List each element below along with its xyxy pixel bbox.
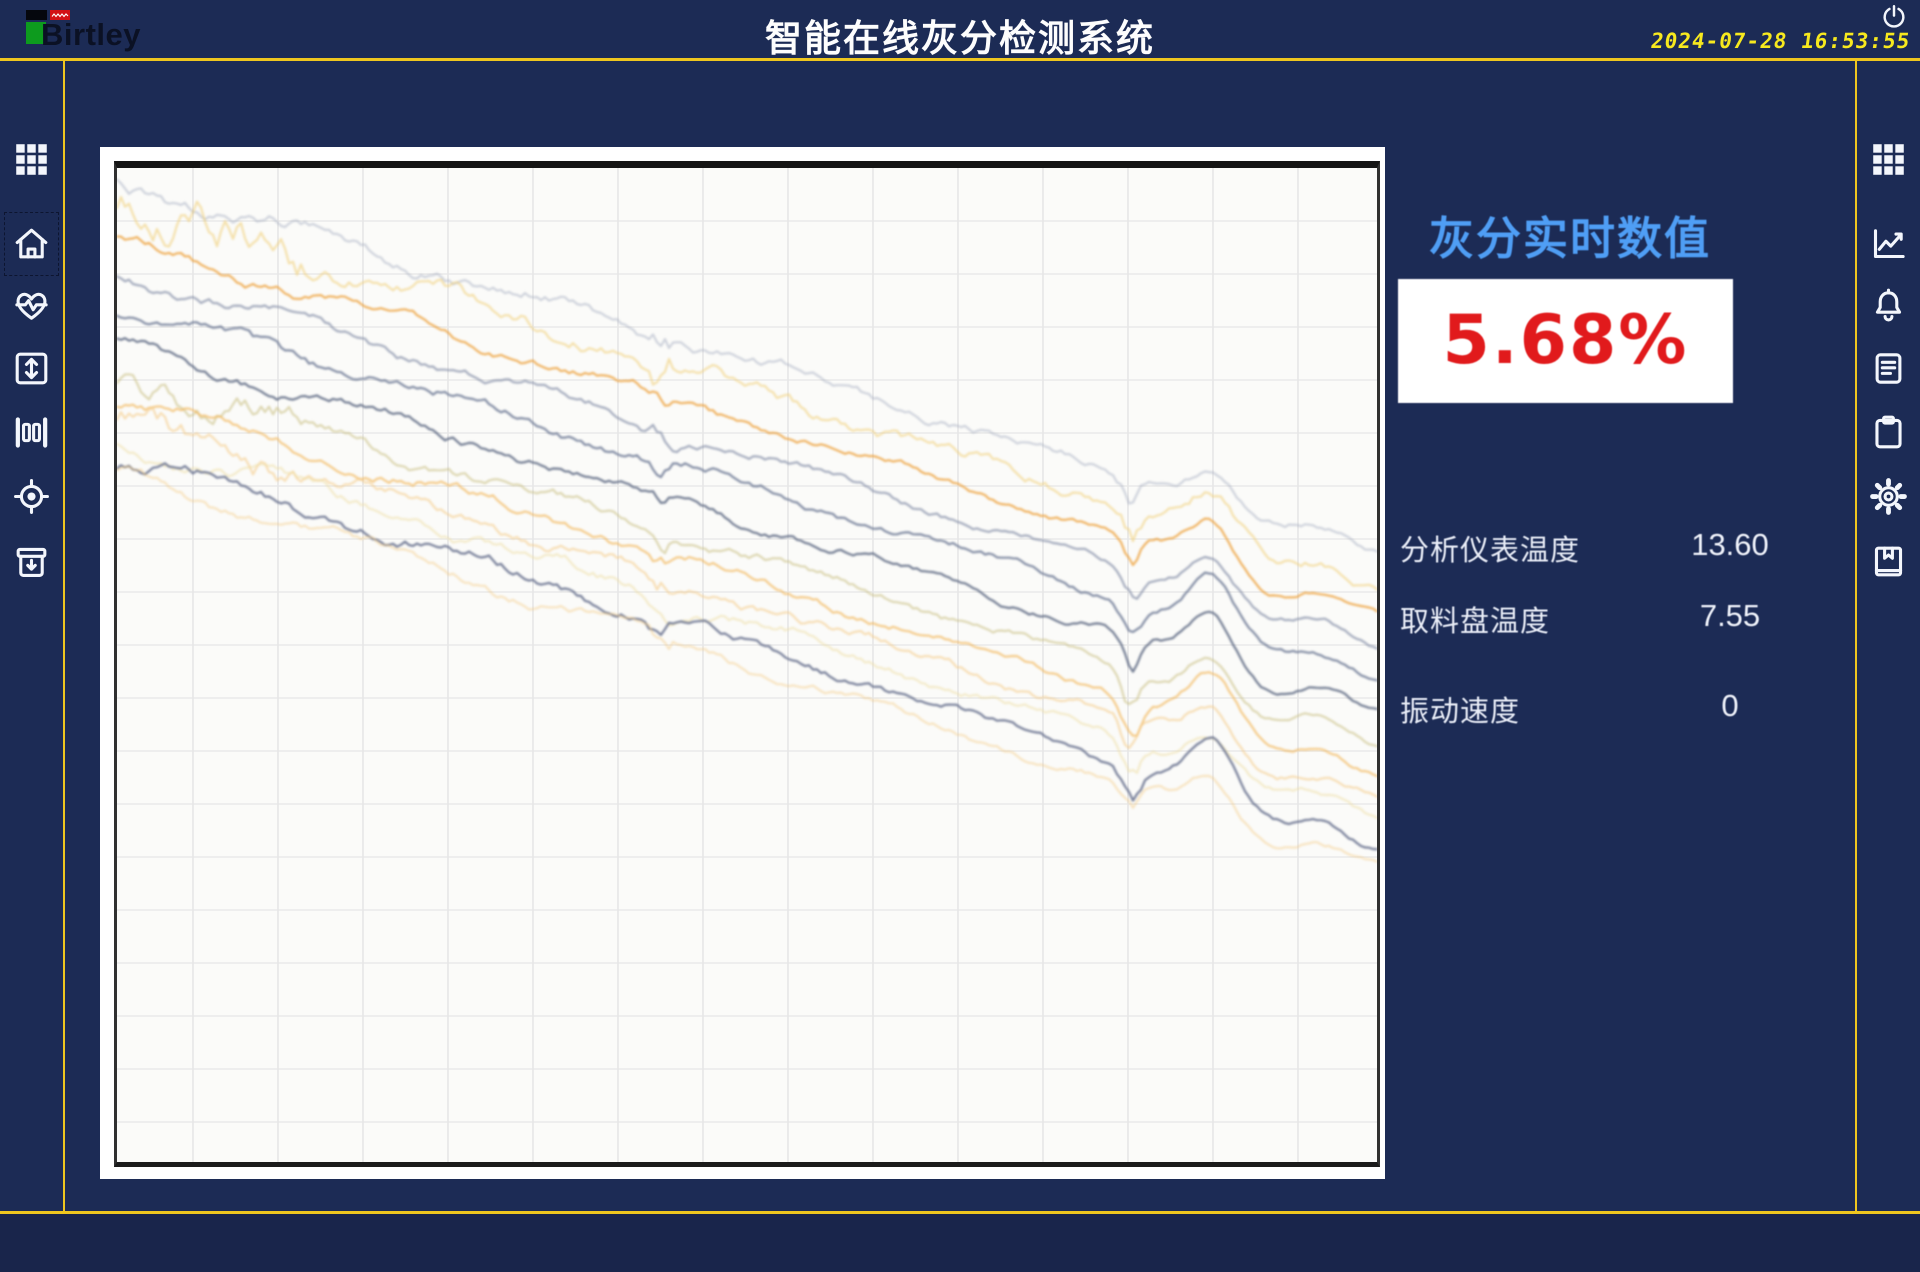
sidebar-item-archive[interactable] [12, 542, 51, 581]
header: Birtley 智能在线灰分检测系统 2024-07-28 16:53:55 [0, 0, 1920, 61]
vertical-resize-icon [12, 349, 51, 388]
ash-trend-svg [117, 168, 1377, 1162]
target-icon [12, 477, 51, 516]
reading-value: 0 [1721, 688, 1739, 723]
datetime: 2024-07-28 16:53:55 [1649, 29, 1912, 53]
ash-trend-plot [114, 161, 1380, 1167]
sidebar-item-trend[interactable] [1869, 224, 1908, 263]
reading-value: 7.55 [1699, 598, 1761, 633]
logo-black-square [26, 10, 47, 20]
sidebar-item-report[interactable] [1869, 349, 1908, 388]
right-sidebar [1855, 58, 1920, 1211]
document-icon [1869, 349, 1908, 388]
sidebar-item-apps[interactable] [1869, 140, 1908, 179]
sidebar-item-apps[interactable] [12, 140, 51, 179]
reading-value: 13.60 [1691, 527, 1769, 562]
logo-signal-icon [51, 13, 69, 18]
grid-icon [12, 140, 51, 179]
grid-icon [1869, 140, 1908, 179]
left-sidebar [0, 58, 65, 1211]
gear-icon [1869, 477, 1908, 516]
logo-red-square [50, 10, 70, 20]
power-button[interactable] [1880, 3, 1908, 31]
sidebar-item-alarm[interactable] [1869, 286, 1908, 325]
book-icon [1869, 542, 1908, 581]
logo-green-square [26, 22, 46, 44]
sidebar-item-calibrate[interactable] [12, 477, 51, 516]
reading-row: 取料盘温度 7.55 [1400, 598, 1845, 640]
line-chart-icon [1869, 224, 1908, 263]
bottom-bar [0, 1211, 1920, 1272]
ash-value: 5.68% [1442, 301, 1689, 380]
clipboard-icon [1869, 413, 1908, 452]
realtime-readout-panel: 灰分实时数值 5.68% 分析仪表温度 13.60 取料盘温度 7.55 振动速度 0 [1385, 61, 1857, 1211]
ash-value-box: 5.68% [1398, 279, 1733, 403]
ash-trend-chart-panel [100, 147, 1385, 1179]
sidebar-item-columns[interactable] [12, 413, 51, 452]
logo-text: Birtley [41, 17, 141, 52]
archive-box-icon [12, 542, 51, 581]
home-icon [12, 224, 51, 263]
columns-icon [12, 413, 51, 452]
sidebar-item-home[interactable] [4, 212, 59, 276]
readout-title: 灰分实时数值 [1428, 213, 1711, 264]
heart-pulse-icon [12, 286, 51, 325]
sidebar-item-settings[interactable] [1869, 477, 1908, 516]
bell-icon [1869, 286, 1908, 325]
reading-row: 振动速度 0 [1400, 688, 1845, 730]
sidebar-item-manual[interactable] [1869, 542, 1908, 581]
reading-row: 分析仪表温度 13.60 [1400, 527, 1845, 569]
birtley-logo: Birtley [26, 9, 186, 52]
sidebar-item-health[interactable] [12, 286, 51, 325]
reading-label: 分析仪表温度 [1400, 535, 1581, 567]
reading-label: 振动速度 [1400, 696, 1521, 728]
reading-label: 取料盘温度 [1400, 606, 1551, 638]
page-title: 智能在线灰分检测系统 [765, 18, 1155, 59]
sidebar-item-range[interactable] [12, 349, 51, 388]
power-icon [1883, 5, 1905, 28]
sidebar-item-tasks[interactable] [1869, 413, 1908, 452]
